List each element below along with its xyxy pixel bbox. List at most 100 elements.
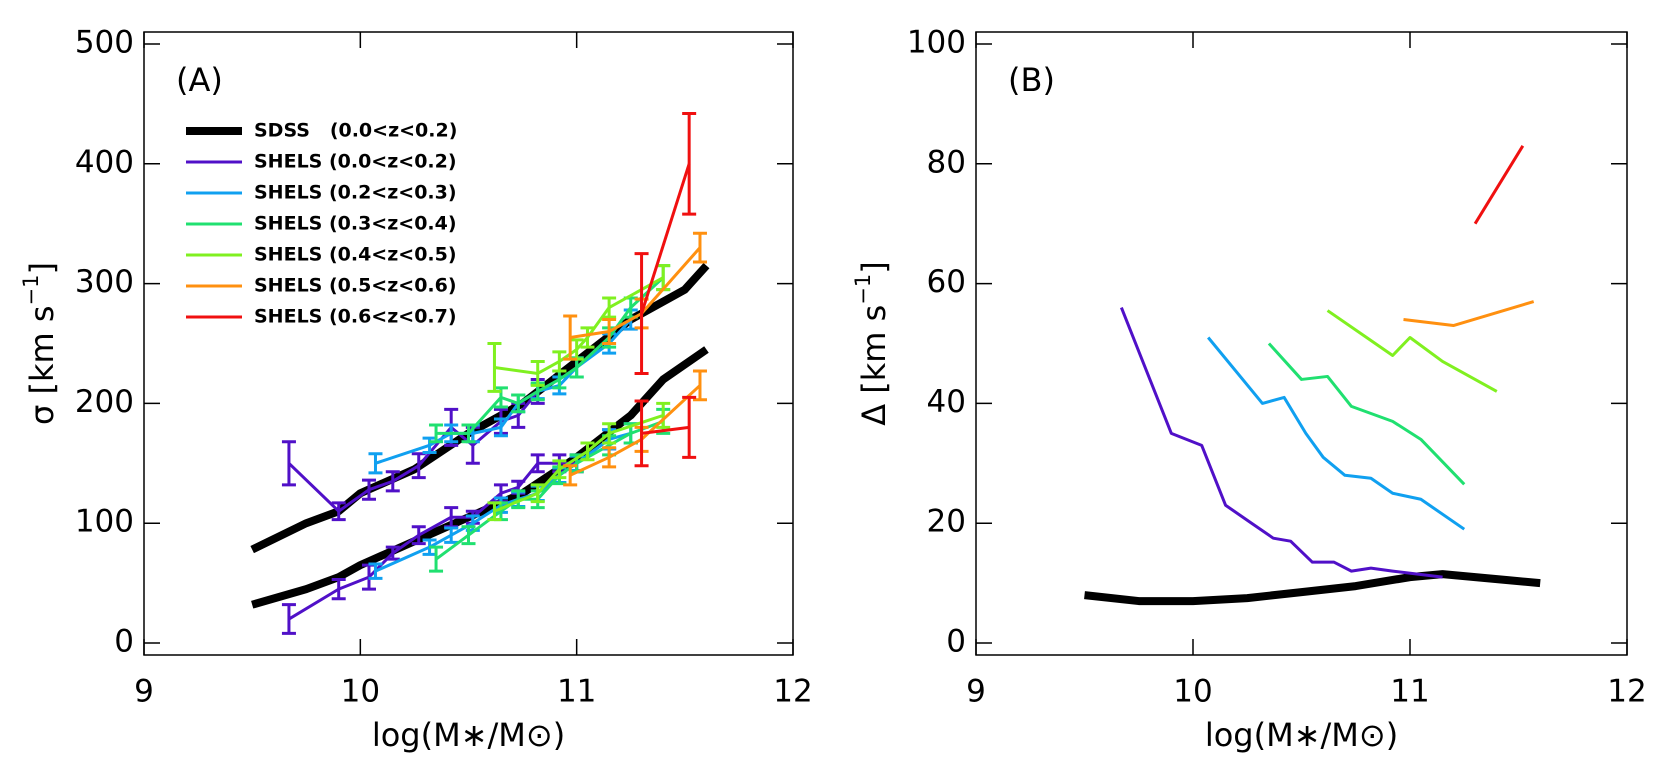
error-bar: [656, 401, 671, 429]
error-bar: [331, 501, 346, 522]
error-bar: [281, 603, 296, 635]
panel: 9 10 11 12 0 100 200 300 400 500 log(M∗/M⊙) σ [km s…: [19, 24, 813, 754]
error-bar: [580, 326, 595, 349]
error-bar: [656, 264, 671, 292]
y-axis-label: Δ [km s−1]: [851, 261, 893, 426]
panel-label: (A): [176, 61, 223, 99]
y-tick-label: 20: [927, 504, 966, 540]
y-tick-label: 0: [114, 624, 134, 660]
x-tick-label: 12: [1607, 674, 1646, 710]
error-bar: [511, 489, 526, 510]
error-bar: [552, 350, 567, 373]
error-bar: [580, 441, 595, 462]
x-tick-label: 12: [773, 674, 812, 710]
error-bar: [634, 399, 649, 468]
x-tick-label: 10: [341, 674, 380, 710]
y-tick-label: 60: [927, 264, 966, 300]
error-bar: [552, 459, 567, 480]
error-bar: [692, 369, 707, 402]
y-tick-label: 500: [75, 24, 134, 60]
y-tick-label: 100: [907, 24, 966, 60]
y-tick-label: 300: [75, 264, 134, 300]
y-axis-label-end: ]: [855, 261, 893, 273]
error-bar: [530, 453, 545, 474]
error-bar: [411, 525, 426, 546]
x-axis-label: log(M∗/M⊙): [372, 716, 565, 754]
plot-frame: [975, 31, 1628, 656]
x-tick-label: 9: [966, 674, 986, 710]
series-line: [640, 163, 691, 315]
legend-label: SHELS (0.4<z<0.5): [254, 244, 457, 266]
error-bar: [429, 545, 444, 573]
error-bar: [530, 483, 545, 504]
plot-frame: [143, 31, 794, 656]
y-tick-label: 400: [75, 144, 134, 180]
error-bar: [487, 501, 502, 522]
error-bar: [461, 525, 476, 546]
error-bar: [368, 562, 383, 580]
error-bar: [563, 464, 578, 487]
legend-label: SHELS (0.0<z<0.2): [254, 151, 457, 173]
series-line: [287, 390, 539, 513]
series-line: [436, 276, 665, 435]
error-bar: [602, 318, 617, 345]
error-bar: [331, 578, 346, 601]
x-tick-label: 10: [1173, 674, 1212, 710]
error-bar: [692, 231, 707, 264]
error-bar: [602, 422, 617, 445]
series-line: [493, 413, 664, 513]
error-bar: [602, 446, 617, 469]
error-bar: [682, 111, 697, 216]
y-tick-label: 200: [75, 384, 134, 420]
y-tick-label: 40: [927, 384, 966, 420]
panel-label: (B): [1008, 61, 1055, 99]
y-axis-label: σ [km s−1]: [19, 262, 61, 425]
panel: 9 10 11 12 0 20 40 60 80 100 log(M∗/M⊙) Δ [km s−1] (…: [851, 24, 1647, 754]
error-bar: [493, 417, 508, 438]
legend-label: SHELS (0.5<z<0.6): [254, 275, 457, 297]
y-tick-label: 100: [75, 504, 134, 540]
error-bar: [368, 452, 383, 475]
y-axis-label-sup: −1: [19, 275, 43, 306]
series-line: [1326, 309, 1498, 393]
error-bar: [634, 252, 649, 375]
error-bar: [487, 342, 502, 393]
series-line: [1084, 570, 1541, 606]
series-line: [1267, 342, 1466, 486]
series-line: [641, 425, 690, 435]
x-tick-label: 11: [557, 674, 596, 710]
error-bar: [602, 296, 617, 319]
error-bar: [461, 423, 476, 444]
x-tick-label: 11: [1390, 674, 1429, 710]
error-bar: [682, 395, 697, 459]
error-bar: [361, 478, 376, 501]
y-axis-label-main: Δ [km s: [855, 305, 893, 426]
y-axis-label-main: σ [km s: [23, 305, 61, 424]
legend-label: SHELS (0.3<z<0.4): [254, 213, 457, 235]
error-bar: [530, 359, 545, 387]
series-line: [251, 346, 709, 609]
legend-label: SDSS (0.0<z<0.2): [254, 120, 457, 142]
y-tick-label: 80: [927, 144, 966, 180]
legend-label: SHELS (0.6<z<0.7): [254, 306, 457, 328]
y-axis-label-sup: −1: [851, 274, 875, 305]
error-bar: [444, 526, 459, 544]
series-line: [435, 419, 664, 561]
error-bar: [385, 545, 400, 561]
series-line: [1207, 336, 1466, 531]
series-line: [569, 246, 702, 339]
legend-label: SHELS (0.2<z<0.3): [254, 182, 457, 204]
x-axis-label: log(M∗/M⊙): [1205, 716, 1398, 754]
error-bar: [385, 470, 400, 493]
y-tick-label: 0: [946, 624, 966, 660]
series-line: [1473, 145, 1525, 225]
series-line: [569, 384, 701, 477]
error-bar: [429, 423, 444, 444]
error-bar: [281, 440, 296, 487]
series-line: [1403, 300, 1535, 328]
series-line: [1119, 307, 1443, 579]
x-tick-label: 9: [134, 674, 154, 710]
y-axis-label-end: ]: [23, 262, 61, 274]
error-bar: [511, 393, 526, 414]
